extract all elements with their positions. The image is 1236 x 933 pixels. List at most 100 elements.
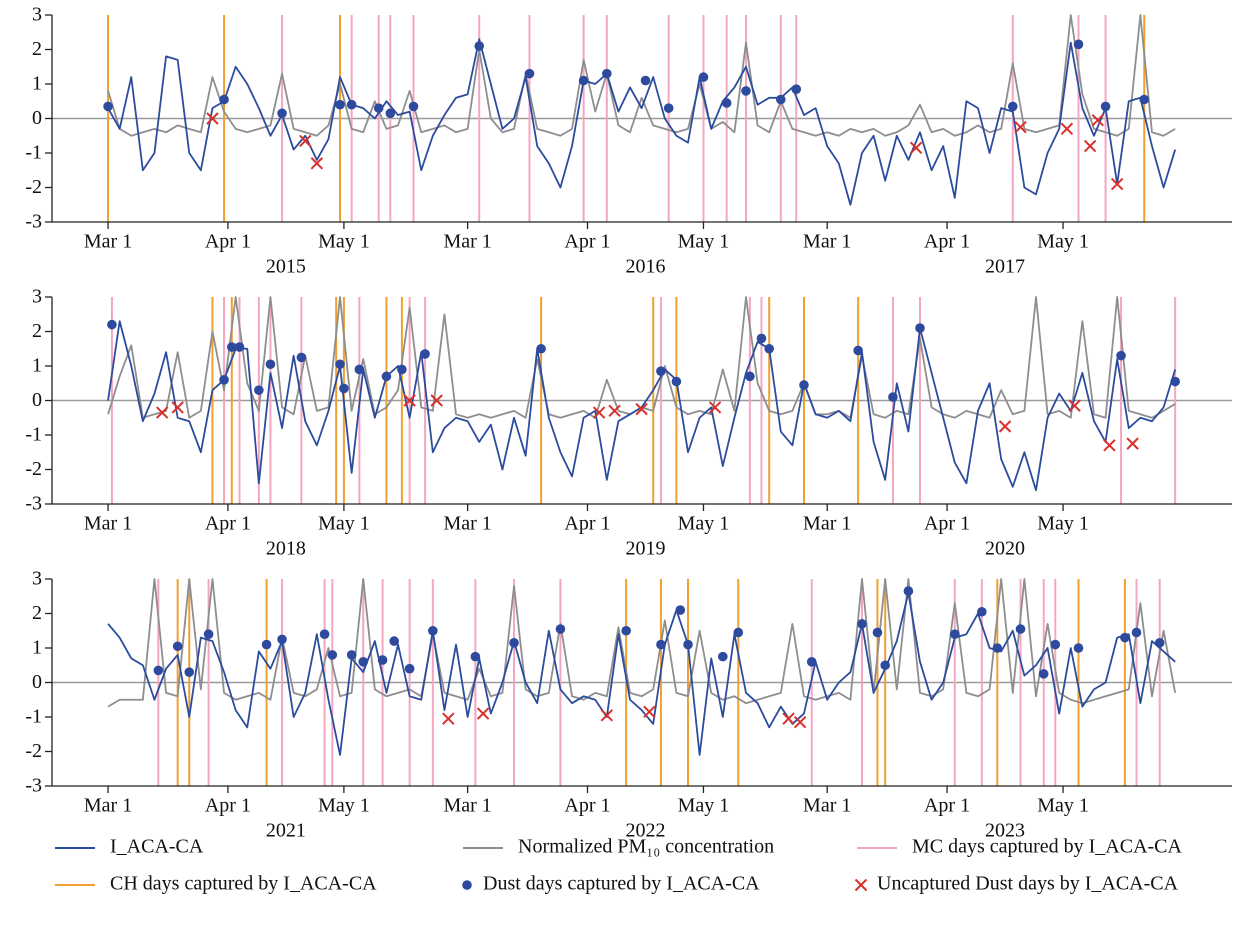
dust-marker xyxy=(226,342,237,352)
dust-marker xyxy=(872,627,883,638)
dust-marker xyxy=(857,619,867,629)
dust-marker xyxy=(853,345,863,356)
x-tick-label: Mar 1 xyxy=(84,231,132,253)
uncaptured-marker xyxy=(299,134,312,148)
dust-marker xyxy=(385,108,396,119)
y-tick-label: 3 xyxy=(32,568,42,590)
dust-marker xyxy=(640,75,651,86)
dust-marker xyxy=(880,660,890,671)
y-tick-label: 2 xyxy=(32,38,42,60)
x-tick-label: May 1 xyxy=(678,795,730,817)
legend-item: Normalized PM₁₀ concentration xyxy=(463,836,774,858)
dust-marker xyxy=(1139,94,1150,105)
dust-marker xyxy=(408,101,419,112)
dust-marker xyxy=(578,75,589,86)
uncaptured-marker xyxy=(430,394,443,407)
dust-marker xyxy=(1015,624,1026,634)
panel: -3 -2 -1 0 1 2 3 Mar 1 Apr 1 May 1 Mar 1 Apr 1 May 1… xyxy=(25,568,1232,842)
dust-marker xyxy=(373,103,384,113)
legend-item: Dust days captured by I_ACA-CA xyxy=(462,873,760,895)
dust-marker xyxy=(389,636,399,646)
dust-marker xyxy=(663,103,674,113)
dust-marker xyxy=(621,625,631,636)
y-tick-label: -2 xyxy=(25,740,42,762)
legend-label: Uncaptured Dust days by I_ACA-CA xyxy=(877,873,1179,895)
uncaptured-marker xyxy=(1103,439,1116,452)
dust-marker xyxy=(265,359,276,370)
dust-marker xyxy=(745,371,755,382)
x-tick-label: Apr 1 xyxy=(564,513,610,535)
y-tick-label: -2 xyxy=(25,458,42,480)
dust-marker xyxy=(1073,39,1084,50)
dust-marker xyxy=(977,606,987,617)
dust-marker xyxy=(335,359,345,370)
uncaptured-marker xyxy=(155,406,169,419)
x-tick-label: May 1 xyxy=(318,795,370,817)
marker-stroke xyxy=(909,141,923,155)
series-line xyxy=(107,14,1176,137)
dust-marker xyxy=(335,99,345,110)
marker-stroke xyxy=(708,401,722,414)
dust-marker xyxy=(397,364,407,375)
marker-stroke xyxy=(299,134,312,148)
dust-marker xyxy=(339,383,349,394)
marker-stroke xyxy=(854,878,868,892)
dust-marker xyxy=(791,84,802,94)
uncaptured-marker xyxy=(1014,120,1027,134)
y-tick-label: -1 xyxy=(25,706,42,728)
x-tick-label: Mar 1 xyxy=(443,795,491,817)
dust-marker xyxy=(992,643,1003,653)
legend-label: Normalized PM₁₀ concentration xyxy=(518,836,774,858)
x-tick-label: Mar 1 xyxy=(803,795,851,817)
y-tick-label: 1 xyxy=(32,355,42,377)
y-tick-label: 0 xyxy=(32,671,42,693)
dust-marker xyxy=(203,629,214,639)
dust-marker xyxy=(509,638,519,648)
marker-stroke xyxy=(635,402,648,416)
dust-marker xyxy=(420,349,430,359)
x-tick-label: Apr 1 xyxy=(564,231,610,253)
y-tick-label: -2 xyxy=(25,176,42,198)
uncaptured-marker xyxy=(403,394,416,407)
marker-stroke xyxy=(1103,439,1116,452)
dust-marker xyxy=(234,342,245,352)
x-tick-label: May 1 xyxy=(678,231,730,253)
dust-marker xyxy=(733,627,744,638)
uncaptured-marker xyxy=(171,401,184,414)
y-tick-label: 2 xyxy=(32,320,42,342)
dust-marker xyxy=(1073,643,1084,653)
marker-stroke xyxy=(155,406,169,419)
legend-item: Uncaptured Dust days by I_ACA-CA xyxy=(854,873,1179,895)
uncaptured-marker xyxy=(1083,139,1097,153)
dust-marker xyxy=(776,94,786,105)
uncaptured-marker xyxy=(635,402,648,416)
x-tick-label: Mar 1 xyxy=(803,231,851,253)
dust-marker xyxy=(555,624,566,634)
dust-marker xyxy=(741,86,751,96)
uncaptured-marker xyxy=(909,141,923,155)
dust-marker xyxy=(1100,101,1111,112)
dust-marker xyxy=(1120,632,1130,643)
uncaptured-marker xyxy=(600,709,614,722)
y-tick-label: -3 xyxy=(25,493,42,515)
dust-marker xyxy=(602,68,612,79)
marker-stroke xyxy=(171,401,184,414)
x-tick-label: Mar 1 xyxy=(443,231,491,253)
legend-label: MC days captured by I_ACA-CA xyxy=(912,836,1183,858)
marker-stroke xyxy=(1068,399,1081,412)
dust-marker xyxy=(327,650,338,660)
marker-stroke xyxy=(793,715,807,729)
dust-marker xyxy=(656,639,666,650)
legend-label: CH days captured by I_ACA-CA xyxy=(110,873,377,895)
dust-marker xyxy=(254,385,264,395)
x-tick-label: Apr 1 xyxy=(205,795,251,817)
marker-stroke xyxy=(1126,437,1139,450)
x-tick-label: May 1 xyxy=(318,513,370,535)
year-label: 2015 xyxy=(266,256,306,278)
marker-stroke xyxy=(403,394,416,407)
dust-marker xyxy=(103,101,113,112)
dust-marker xyxy=(377,655,388,665)
panel: -3 -2 -1 0 1 2 3 Mar 1 Apr 1 May 1 Mar 1 Apr 1 May 1… xyxy=(25,286,1232,560)
y-tick-label: 3 xyxy=(32,286,42,308)
